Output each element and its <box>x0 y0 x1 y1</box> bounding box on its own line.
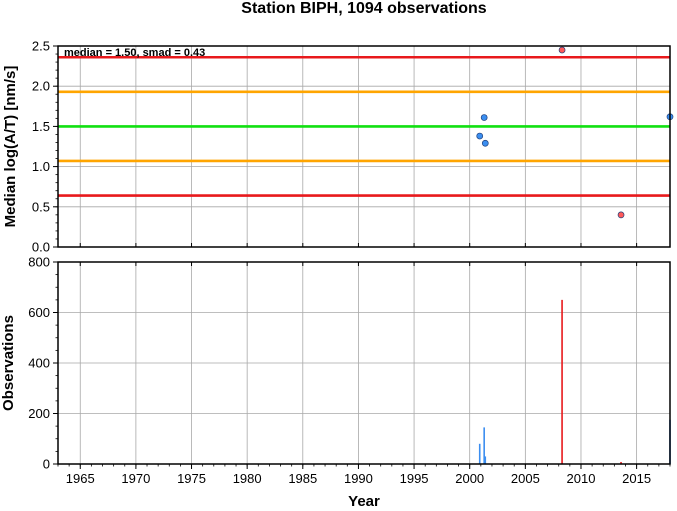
x-tick-label: 1965 <box>66 471 95 486</box>
bottom-y-axis-label: Observations <box>0 315 17 411</box>
x-tick-label: 2010 <box>567 471 596 486</box>
y-tick-label: 1.5 <box>32 119 50 134</box>
observation-bars <box>478 299 671 464</box>
median-smad-annotation: median = 1.50, smad = 0.43 <box>64 47 205 59</box>
top-grid <box>58 45 670 248</box>
x-tick-label: 1975 <box>177 471 206 486</box>
y-tick-label: 200 <box>28 406 50 421</box>
reference-lines <box>58 55 670 197</box>
x-axis-label: Year <box>348 493 380 510</box>
bottom-grid <box>58 261 670 465</box>
y-tick-label: 0.0 <box>32 240 50 255</box>
data-point <box>558 46 566 54</box>
observation-bar <box>561 299 563 464</box>
median-amplitude-panel: 0.0 0.5 1.0 1.5 2.0 2.5 median = 1.50, smad =… <box>2 39 674 255</box>
y-tick-label: 400 <box>28 356 50 371</box>
x-tick-label: 1980 <box>233 471 262 486</box>
data-point <box>476 132 484 140</box>
x-tick-label: 1990 <box>344 471 373 486</box>
x-tick-label: 2000 <box>455 471 484 486</box>
bottom-ticks: 1965 1970 1975 1980 1985 1990 1995 2000 2005 2010… <box>28 255 671 486</box>
y-tick-label: 0.5 <box>32 199 50 214</box>
x-tick-label: 1995 <box>400 471 429 486</box>
y-tick-label: 800 <box>28 255 50 270</box>
median-points <box>476 46 674 219</box>
observation-bar <box>484 456 487 464</box>
data-point <box>481 139 489 147</box>
data-point <box>617 211 625 219</box>
y-tick-label: 2.0 <box>32 79 50 94</box>
y-tick-label: 600 <box>28 305 50 320</box>
x-tick-label: 2015 <box>622 471 651 486</box>
top-y-ticks: 0.0 0.5 1.0 1.5 2.0 2.5 <box>32 39 638 255</box>
top-y-axis-label: Median log(A/T) [nm/s] <box>2 66 19 228</box>
y-tick-label: 1.0 <box>32 159 50 174</box>
observation-bar <box>483 427 485 464</box>
chart-title: Station BIPH, 1094 observations <box>241 0 487 17</box>
top-panel-frame <box>57 45 671 248</box>
observation-bar <box>620 461 622 464</box>
observation-bar <box>478 443 481 464</box>
y-tick-label: 2.5 <box>32 39 50 54</box>
x-tick-label: 2005 <box>511 471 540 486</box>
x-tick-label: 1985 <box>288 471 317 486</box>
x-tick-label: 1970 <box>121 471 150 486</box>
data-point <box>480 114 488 121</box>
observations-panel: 1965 1970 1975 1980 1985 1990 1995 2000 2005 2010… <box>0 255 671 510</box>
y-tick-label: 0 <box>43 457 50 472</box>
